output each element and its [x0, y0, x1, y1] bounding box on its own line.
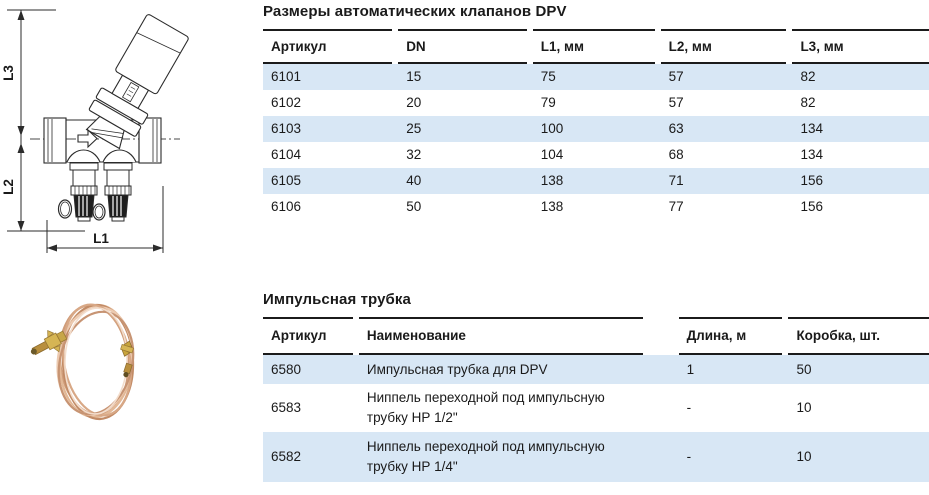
- cell-l1: 138: [540, 199, 564, 215]
- cell-artikul: 6103: [271, 121, 302, 137]
- cell-length: -: [686, 449, 692, 465]
- column-header-name: Наименование: [366, 327, 466, 343]
- cell-l2: 68: [668, 147, 684, 163]
- table-row: 6582 Ниппель переходной под импульсную т…: [263, 431, 929, 482]
- cell-box: 10: [796, 400, 812, 416]
- table-header-rule: [263, 352, 929, 355]
- valve-table-header-row: Артикул DN L1, мм L2, мм L3, мм: [263, 31, 929, 62]
- cell-artikul: 6105: [271, 173, 302, 189]
- table-row: 6583 Ниппель переходной под импульсную т…: [263, 384, 929, 432]
- valve-technical-drawing: L3 L2 L1: [1, 9, 189, 253]
- cell-l2: 57: [668, 69, 684, 85]
- column-header-l2: L2, мм: [668, 38, 712, 54]
- cell-l2: 57: [668, 95, 684, 111]
- dim-label-l2: L2: [1, 179, 16, 195]
- cell-l2: 77: [668, 199, 684, 215]
- table-row: 6102 20 79 57 82: [263, 90, 929, 116]
- tube-fitting-left: [30, 330, 68, 356]
- cell-name: Импульсная трубка для DPV: [366, 361, 548, 377]
- cell-l1: 79: [540, 95, 556, 111]
- tube-coil: [56, 303, 135, 421]
- tube-table-title: Импульсная трубка: [263, 291, 411, 308]
- valve-table-title: Размеры автоматических клапанов DPV: [263, 3, 567, 20]
- cell-artikul: 6106: [271, 199, 302, 215]
- cell-l1: 104: [540, 147, 564, 163]
- column-header-artikul: Артикул: [271, 38, 327, 54]
- cell-dn: 25: [406, 121, 422, 137]
- cell-dn: 40: [406, 173, 422, 189]
- column-header-l1: L1, мм: [540, 38, 584, 54]
- table-row: 6101 15 75 57 82: [263, 63, 929, 90]
- cell-l1: 75: [540, 69, 556, 85]
- cell-l3: 156: [800, 199, 823, 215]
- cell-dn: 32: [406, 147, 422, 163]
- column-header-dn: DN: [406, 38, 426, 54]
- table-row: 6106 50 138 77 156: [263, 194, 929, 220]
- cell-l3: 134: [800, 121, 823, 137]
- tube-table-header-row: Артикул Наименование Длина, м Коробка, ш…: [263, 319, 929, 353]
- cell-l3: 156: [800, 173, 823, 189]
- column-header-length: Длина, м: [686, 328, 747, 344]
- table-row: 6103 25 100 63 134: [263, 115, 929, 142]
- cell-l3: 134: [800, 147, 823, 163]
- cell-dn: 15: [406, 69, 422, 85]
- cell-artikul: 6101: [271, 69, 302, 85]
- cell-name: Ниппель переходной под импульсную трубку…: [366, 390, 605, 425]
- dim-label-l3: L3: [1, 65, 16, 81]
- cell-l3: 82: [800, 69, 816, 85]
- cell-l3: 82: [800, 95, 816, 111]
- cell-box: 10: [796, 449, 812, 465]
- table-top-rule: [263, 29, 929, 31]
- table-row: 6105 40 138 71 156: [263, 167, 929, 194]
- table-header-rule: [263, 61, 929, 64]
- cell-dn: 20: [406, 95, 422, 111]
- cell-length: -: [686, 400, 692, 416]
- cell-l1: 100: [540, 121, 564, 137]
- column-header-artikul: Артикул: [271, 328, 327, 344]
- cell-l1: 138: [540, 173, 564, 189]
- cell-artikul: 6582: [271, 449, 302, 465]
- impulse-tube-photo: [30, 303, 135, 421]
- dimension-arrows: [17, 10, 163, 252]
- cell-box: 50: [796, 361, 812, 377]
- valve-actuator: [85, 14, 189, 150]
- valve-dimensions-table: Размеры автоматических клапанов DPV Арти…: [263, 3, 929, 220]
- cell-artikul: 6102: [271, 95, 302, 111]
- cell-l2: 63: [668, 121, 684, 137]
- measuring-ports: [57, 162, 133, 222]
- flow-direction-icon: [77, 128, 98, 149]
- table-row: 6580 Импульсная трубка для DPV 1 50: [263, 354, 929, 384]
- cell-artikul: 6104: [271, 147, 302, 163]
- impulse-tube-table: Импульсная трубка Артикул Наименование Д…: [263, 291, 929, 482]
- cell-length: 1: [686, 361, 695, 377]
- table-row: 6104 32 104 68 134: [263, 142, 929, 168]
- cell-artikul: 6580: [271, 361, 302, 377]
- cell-dn: 50: [406, 199, 422, 215]
- table-top-rule: [263, 317, 929, 319]
- cell-artikul: 6583: [271, 400, 302, 416]
- column-header-box: Коробка, шт.: [796, 328, 880, 344]
- column-header-l3: L3, мм: [800, 38, 844, 54]
- dim-label-l1: L1: [93, 231, 109, 246]
- valve-body: [43, 117, 162, 164]
- cell-name: Ниппель переходной под импульсную трубку…: [366, 439, 605, 474]
- tube-fitting-right: [120, 340, 134, 378]
- cell-l2: 71: [668, 173, 684, 189]
